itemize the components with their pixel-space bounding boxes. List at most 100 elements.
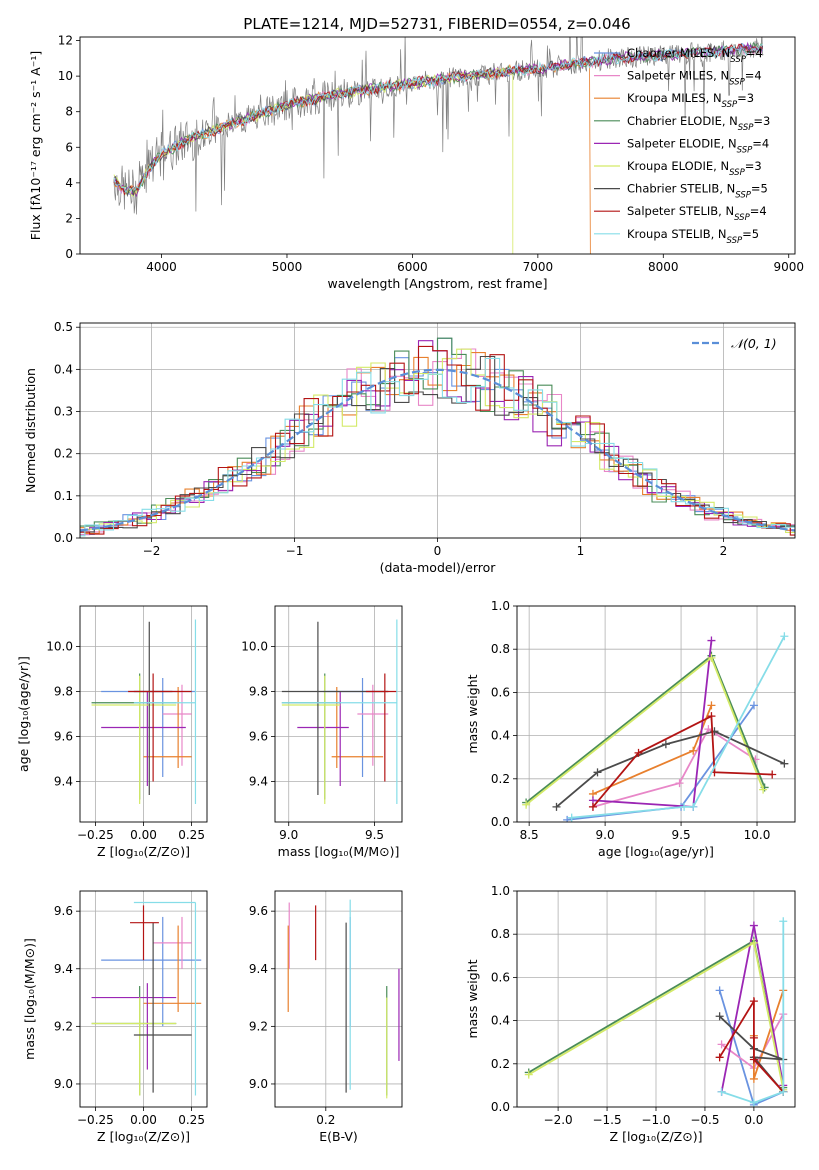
series-marker-c8 xyxy=(749,997,758,1006)
axes: 9.0 9.5 9.4 9.6 9.8 10.0 mass [log₁₀(M/M⊙)] xyxy=(241,605,403,859)
series-marker-c2 xyxy=(704,725,713,734)
y-tick-label: 9.0 xyxy=(249,1077,268,1091)
x-axis-label: E(B-V) xyxy=(319,1129,358,1144)
series-marker-c7 xyxy=(552,802,561,811)
y-axis-label: mass weight xyxy=(465,674,480,753)
histogram-c7 xyxy=(80,355,795,533)
y-tick-label: 9.4 xyxy=(249,775,268,789)
axes: −2.0 −1.5 −1.0 −0.5 0.0 0.0 0.2 0.4 0.6 0.8 1.0 Z [… xyxy=(465,884,796,1144)
y-tick-label: 2 xyxy=(65,211,73,225)
series-line-c2 xyxy=(592,727,756,808)
x-tick-label: 1 xyxy=(577,544,585,558)
y-tick-label: 1.0 xyxy=(491,884,510,898)
series-marker-c1 xyxy=(563,815,572,822)
y-tick-label: 0.6 xyxy=(491,970,510,984)
y-tick-label: 9.2 xyxy=(54,1019,73,1033)
legend-entry: Kroupa MILES, NSSP=3 xyxy=(627,91,754,110)
y-tick-label: 0.8 xyxy=(491,642,510,656)
series-marker-c8 xyxy=(768,770,777,779)
y-tick-label: 0.0 xyxy=(491,815,510,829)
axes: 8.5 9.0 9.5 10.0 0.0 0.2 0.4 0.6 0.8 1.0 age [log₁… xyxy=(465,599,796,859)
x-tick-label: −2 xyxy=(143,544,161,558)
y-tick-label: 9.6 xyxy=(54,904,73,918)
x-tick-label: −2.0 xyxy=(544,1113,573,1127)
y-tick-label: 9.6 xyxy=(249,904,268,918)
y-tick-label: 9.8 xyxy=(54,685,73,699)
x-axis-label: Z [log₁₀(Z/Z⊙)] xyxy=(97,1129,190,1144)
series-marker-c9 xyxy=(680,802,689,811)
x-axis-label: age [log₁₀(age/yr)] xyxy=(598,844,714,859)
series-marker-c8 xyxy=(749,1033,758,1042)
y-tick-label: 9.4 xyxy=(54,962,73,976)
y-tick-label: 9.6 xyxy=(249,730,268,744)
x-axis-label: Z [log₁₀(Z/Z⊙)] xyxy=(610,1129,703,1144)
y-axis-label: Flux [fλ10⁻¹⁷ erg cm⁻² s⁻¹ A⁻¹] xyxy=(28,51,43,240)
chart-spectrum: 4000 5000 6000 7000 8000 9000 0 2 4 6 8 10 12 wavelen… xyxy=(28,15,804,291)
x-tick-label: 0.00 xyxy=(130,828,157,842)
y-tick-label: 6 xyxy=(65,140,73,154)
x-tick-label: −1 xyxy=(286,544,304,558)
chart-age-vs-mass: 9.0 9.5 9.4 9.6 9.8 10.0 mass [log₁₀(M/M⊙)] xyxy=(241,605,403,859)
series-marker-c1 xyxy=(715,986,724,995)
x-tick-label: −0.5 xyxy=(690,1113,719,1127)
y-tick-label: 0.4 xyxy=(54,362,73,376)
series-line-c5 xyxy=(592,640,713,808)
y-tick-label: 10.0 xyxy=(241,640,268,654)
y-tick-label: 0.4 xyxy=(491,1014,510,1028)
axes: −0.25 0.00 0.25 9.0 9.2 9.4 9.6 Z [log₁₀(Z/Z⊙)]… xyxy=(22,890,208,1144)
series-marker-c3 xyxy=(707,701,716,710)
y-tick-label: 0.4 xyxy=(491,729,510,743)
series-marker-c6 xyxy=(759,785,768,794)
x-tick-label: 0.0 xyxy=(744,1113,763,1127)
grid xyxy=(517,605,795,823)
axes: 0.2 9.0 9.2 9.4 9.6 E(B-V) xyxy=(249,890,403,1144)
plot-area xyxy=(91,619,197,804)
x-tick-label: 9.0 xyxy=(596,828,615,842)
series-marker-c7 xyxy=(780,759,789,768)
series-marker-c6 xyxy=(522,800,531,809)
chart-title: PLATE=1214, MJD=52731, FIBERID=0554, z=0… xyxy=(243,15,630,33)
axes-frame xyxy=(79,36,796,255)
legend-entry: Kroupa STELIB, NSSP=5 xyxy=(627,227,759,246)
y-tick-label: 0 xyxy=(65,247,73,261)
y-tick-label: 0.5 xyxy=(54,320,73,334)
x-tick-label: 0.00 xyxy=(130,1113,157,1127)
y-axis-label: age [log₁₀(age/yr)] xyxy=(16,656,31,772)
y-tick-label: 0.0 xyxy=(54,531,73,545)
plot-area xyxy=(524,917,788,1107)
y-axis-label: Normed distribution xyxy=(23,368,38,493)
normal-curve xyxy=(80,368,795,532)
series-marker-c6 xyxy=(707,653,716,662)
axes-frame xyxy=(79,890,208,1108)
series-line-c1 xyxy=(566,704,755,821)
axes: −2 −1 0 1 2 0.0 0.1 0.2 0.3 0.4 0.5 (data-model)/er… xyxy=(23,320,796,575)
series-marker-c9 xyxy=(749,1098,758,1107)
x-tick-label: −1.0 xyxy=(641,1113,670,1127)
y-tick-label: 9.8 xyxy=(249,685,268,699)
x-tick-label: −1.5 xyxy=(592,1113,621,1127)
axes-frame xyxy=(79,605,208,823)
series-line-c4 xyxy=(525,654,766,804)
y-tick-label: 9.6 xyxy=(54,730,73,744)
series-line-c6 xyxy=(525,656,764,806)
legend-entry: Salpeter STELIB, NSSP=4 xyxy=(627,204,767,223)
axes-frame xyxy=(516,605,796,823)
y-tick-label: 0.2 xyxy=(54,447,73,461)
x-tick-label: 8.5 xyxy=(520,828,539,842)
chart-weight-vs-age: 8.5 9.0 9.5 10.0 0.0 0.2 0.4 0.6 0.8 1.0 age [log₁… xyxy=(465,599,796,859)
chart-mass-vs-ebv: 0.2 9.0 9.2 9.4 9.6 E(B-V) xyxy=(249,890,403,1144)
x-tick-label: 9.5 xyxy=(365,828,384,842)
plot-area xyxy=(287,899,400,1099)
plot-area xyxy=(113,37,764,254)
x-tick-label: 9.0 xyxy=(279,828,298,842)
series-marker-c3 xyxy=(689,746,698,755)
series-marker-c3 xyxy=(749,1074,758,1083)
x-tick-label: 6000 xyxy=(397,260,428,274)
series-marker-c1 xyxy=(749,701,758,710)
series-marker-c8 xyxy=(707,712,716,721)
x-tick-label: 0.25 xyxy=(178,828,205,842)
y-tick-label: 9.0 xyxy=(54,1077,73,1091)
y-tick-label: 0.2 xyxy=(491,772,510,786)
legend-entry: 𝒩(0, 1) xyxy=(731,336,777,351)
